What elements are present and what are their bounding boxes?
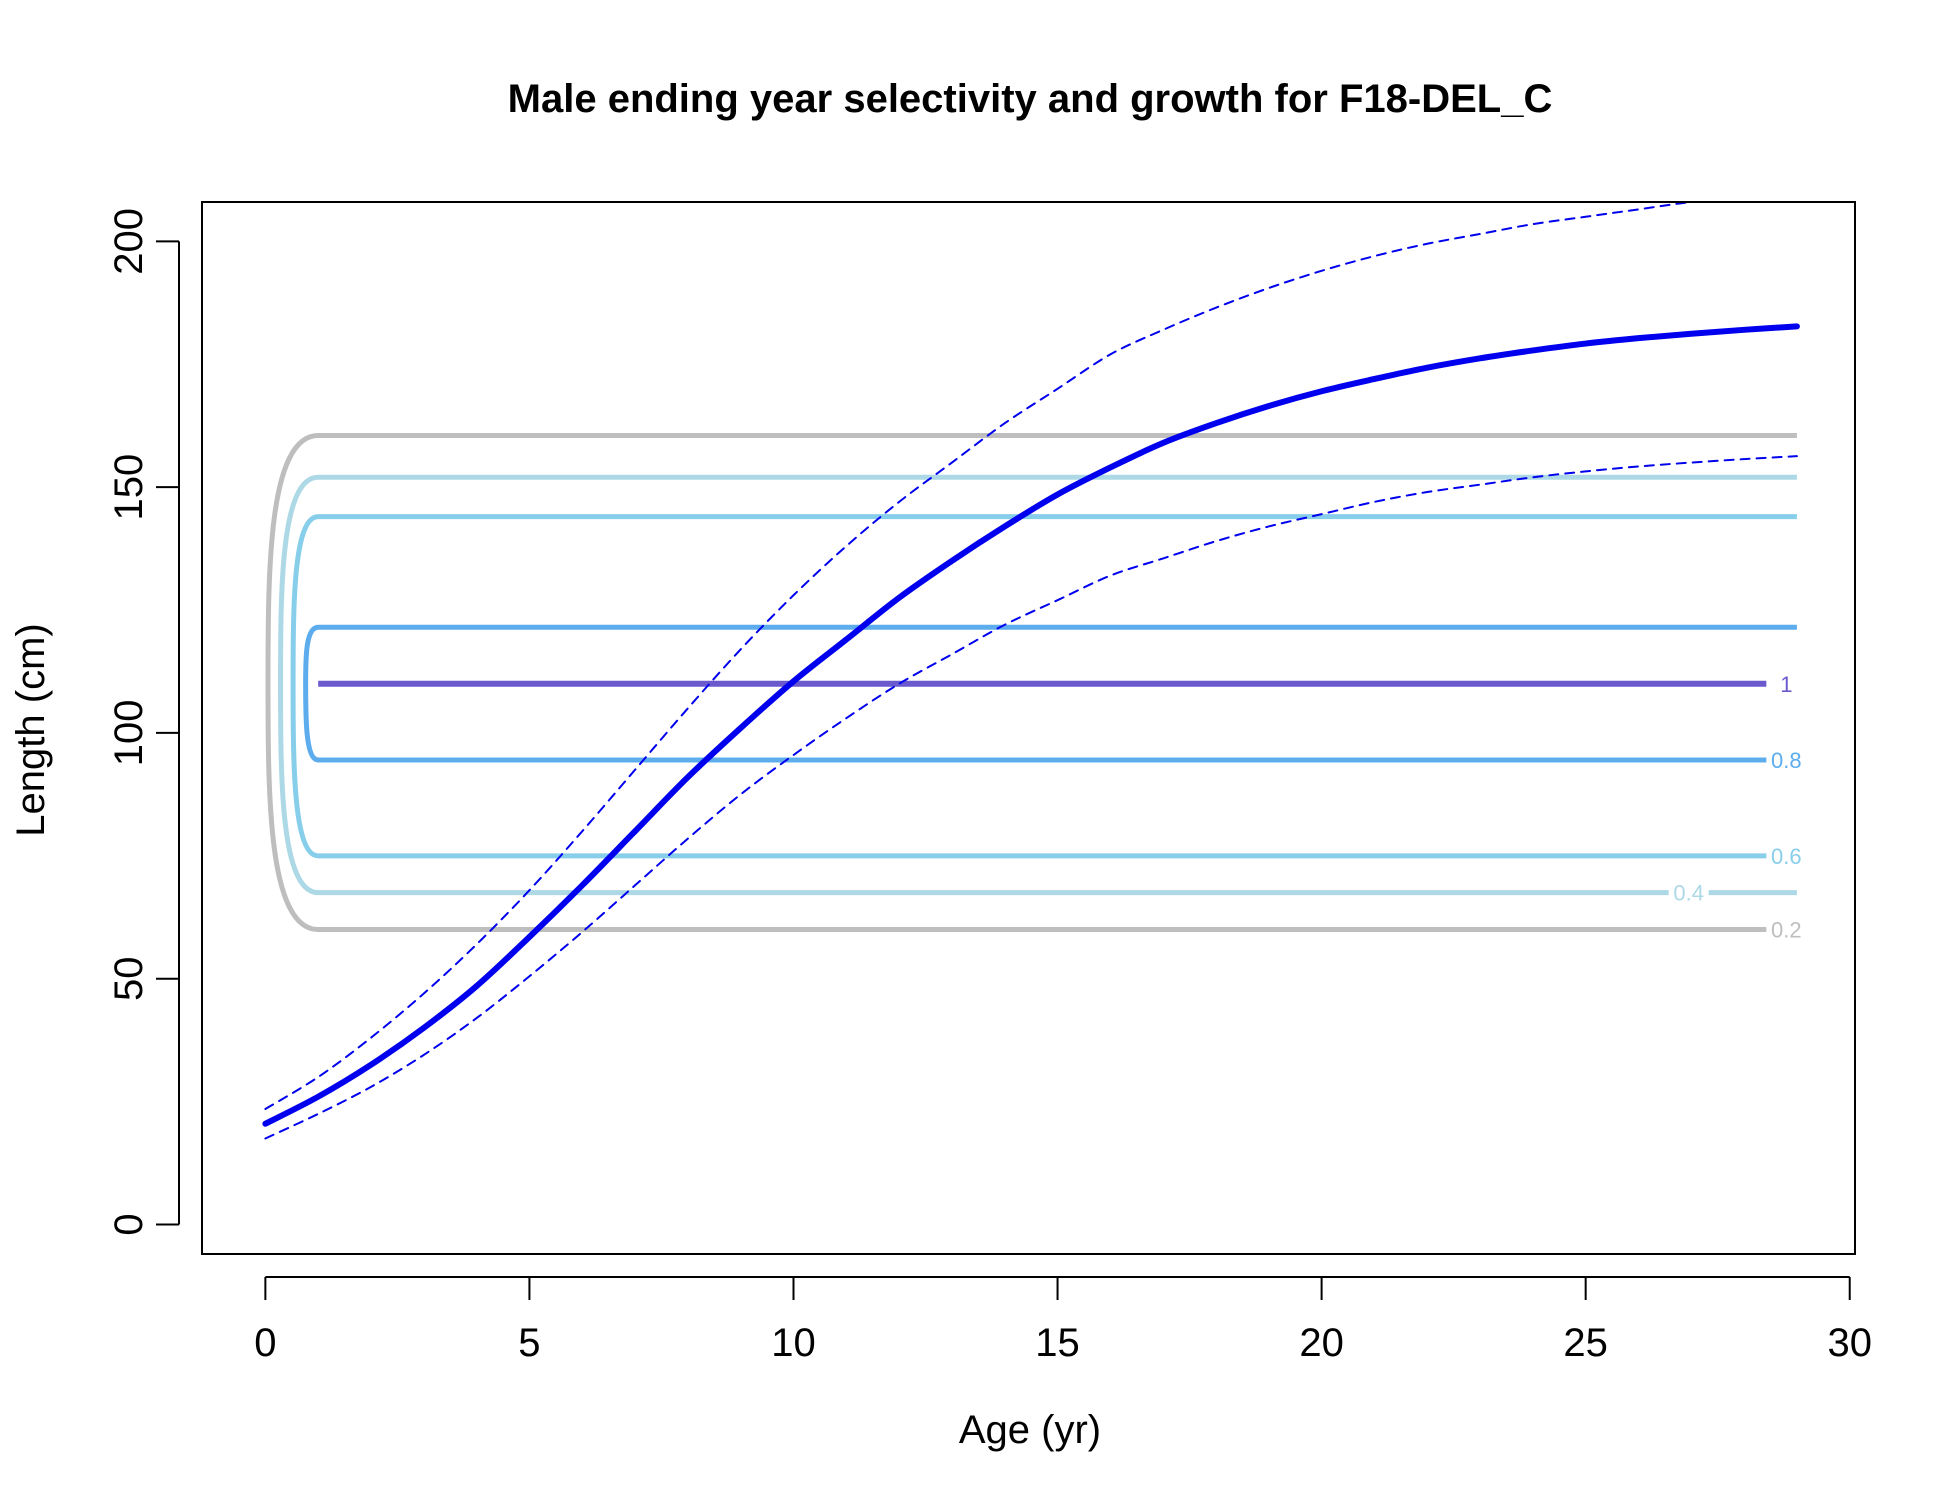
y-tick-label: 0 — [107, 1213, 151, 1235]
contour-0-8 — [303, 624, 1797, 763]
contour-label-1: 1 — [1780, 672, 1792, 697]
x-axis-label: Age (yr) — [959, 1408, 1101, 1452]
x-tick-label: 20 — [1299, 1321, 1344, 1365]
contour-label-0-2: 0.2 — [1771, 918, 1802, 943]
contour-label-0-4: 0.4 — [1673, 881, 1704, 906]
contour-0-2 — [265, 433, 1797, 933]
x-tick-label: 25 — [1563, 1321, 1608, 1365]
y-tick-label: 200 — [107, 208, 151, 275]
y-tick-label: 100 — [107, 700, 151, 767]
x-tick-label: 5 — [518, 1321, 540, 1365]
y-axis-label: Length (cm) — [9, 623, 53, 836]
contour-label-0-6: 0.6 — [1771, 844, 1802, 869]
selectivity-contours — [265, 433, 1797, 933]
growth-curves — [262, 202, 1800, 1140]
x-axis: 0 5 10 15 20 25 30 — [254, 1276, 1872, 1365]
contour-0-4 — [278, 474, 1797, 896]
x-tick-label: 10 — [771, 1321, 816, 1365]
contour-labels: 0.2 0.4 0.6 0.8 1 — [1668, 669, 1807, 944]
growth-upper-line — [264, 202, 1701, 1110]
x-tick-label: 30 — [1827, 1321, 1872, 1365]
x-tick-label: 0 — [254, 1321, 276, 1365]
y-tick-label: 50 — [107, 956, 151, 1001]
y-tick-label: 150 — [107, 454, 151, 521]
contour-label-0-8: 0.8 — [1771, 748, 1802, 773]
y-axis: 0 50 100 150 200 — [107, 208, 180, 1236]
x-tick-label: 15 — [1035, 1321, 1080, 1365]
plot-frame — [201, 201, 1856, 1255]
chart-title: Male ending year selectivity and growth … — [508, 77, 1553, 121]
growth-mean-line — [262, 323, 1800, 1127]
contour-0-6 — [290, 514, 1797, 859]
growth-lower-line — [264, 455, 1798, 1140]
